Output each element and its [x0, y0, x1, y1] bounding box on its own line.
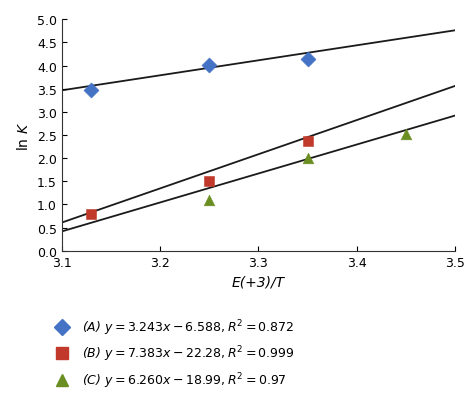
Point: [205, 178, 213, 185]
Y-axis label: ln $K$: ln $K$: [16, 121, 31, 150]
Point: [87, 87, 95, 94]
Point: [304, 156, 311, 162]
Point: [304, 56, 311, 63]
Point: [205, 197, 213, 204]
Legend: (A) $y = 3.243x - 6.588, R^2 = 0.872$, (B) $y = 7.383x - 22.28, R^2 = 0.999$, (C: (A) $y = 3.243x - 6.588, R^2 = 0.872$, (…: [44, 312, 300, 395]
X-axis label: E(+3)/T: E(+3)/T: [232, 275, 285, 288]
Point: [205, 62, 213, 69]
Point: [304, 139, 311, 145]
Point: [87, 211, 95, 218]
Point: [402, 132, 410, 138]
